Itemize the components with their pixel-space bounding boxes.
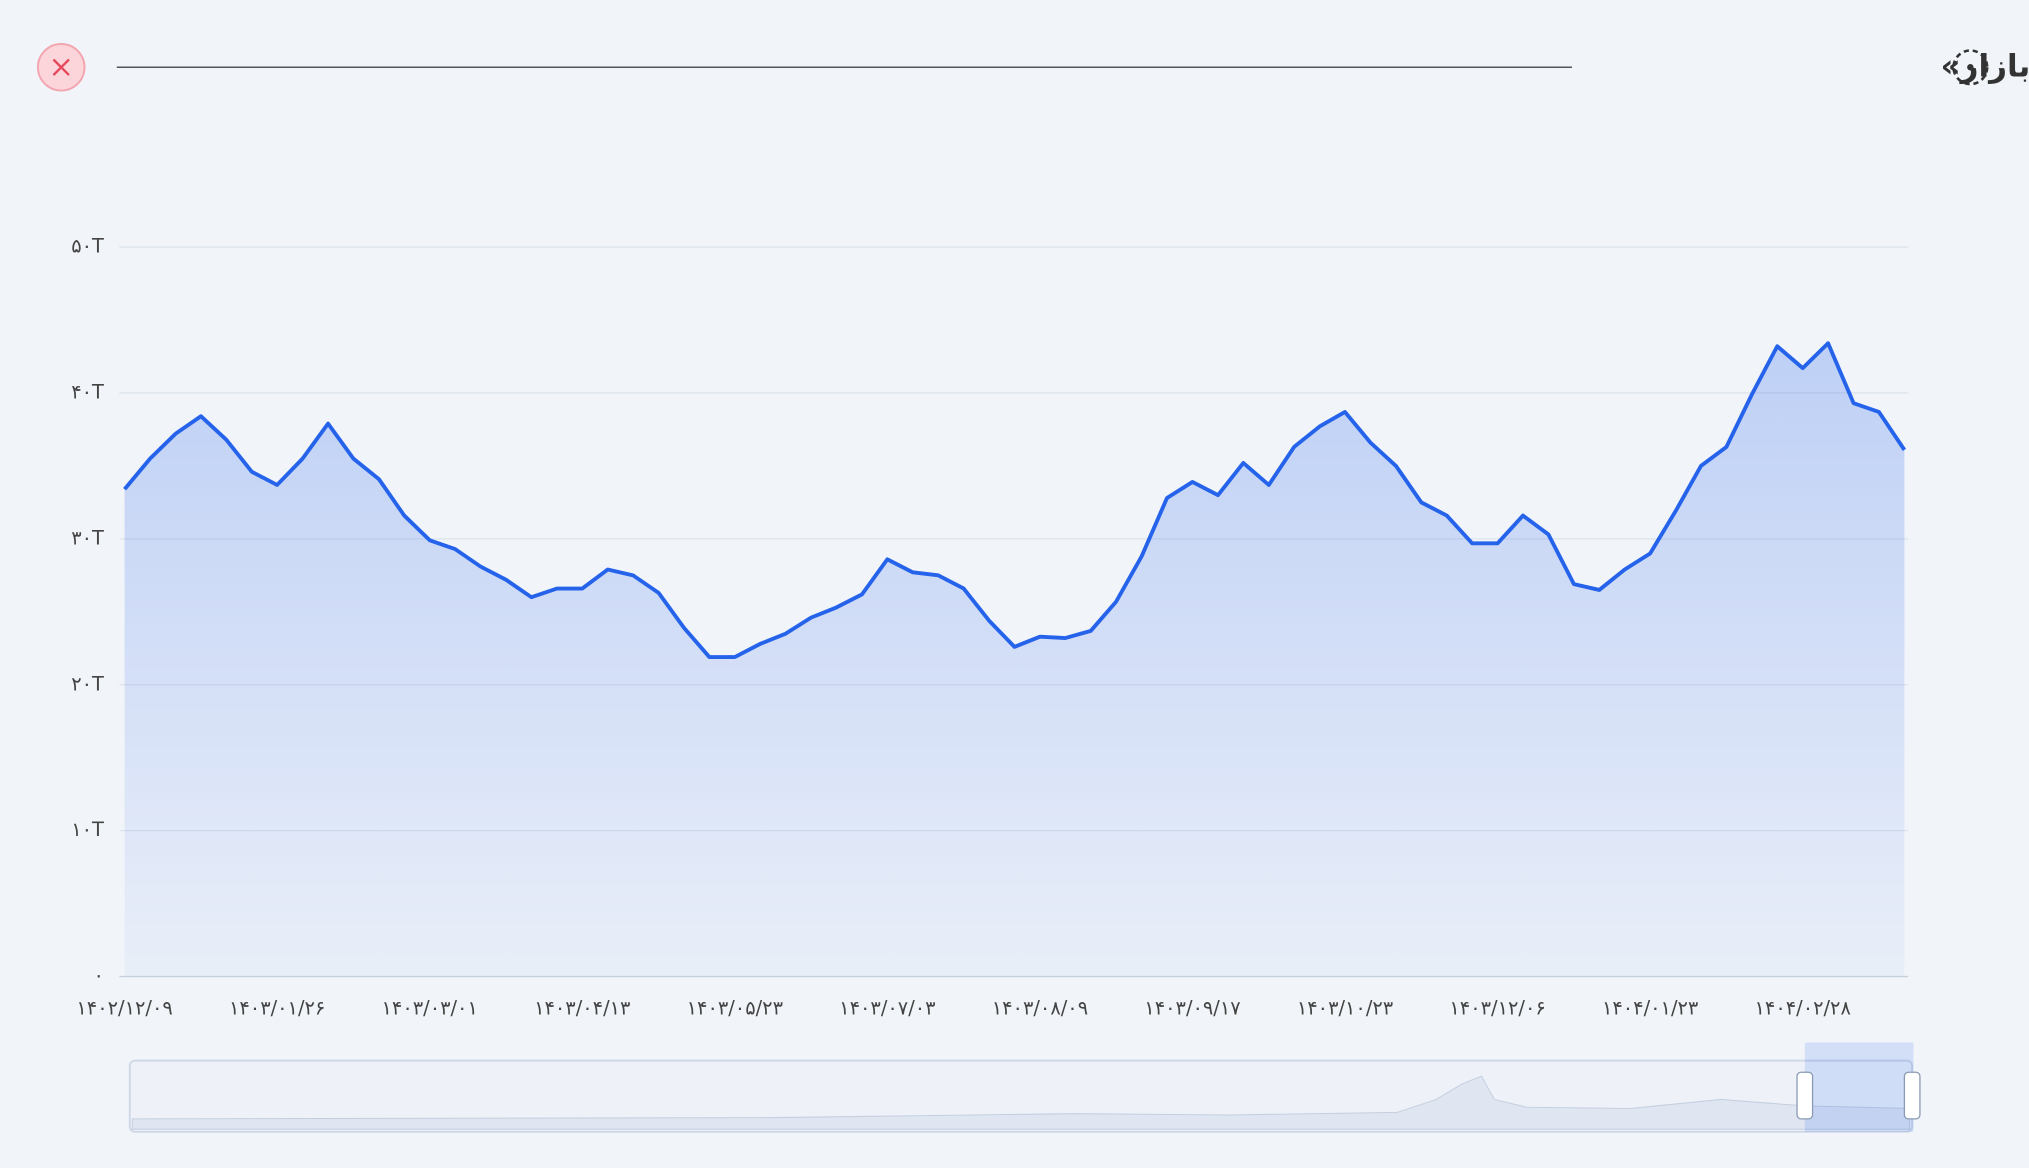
x-tick-label: ۱۴۰۳/۰۸/۰۹ — [992, 996, 1088, 1019]
x-tick-label: ۱۴۰۴/۰۲/۲۸ — [1755, 996, 1851, 1019]
close-button[interactable] — [36, 43, 86, 92]
chart-title: تاریخچه «ارزش بازار» — [1941, 48, 2029, 84]
y-tick-label: ۰ — [93, 964, 103, 987]
x-tick-label: ۱۴۰۳/۰۱/۲۶ — [229, 996, 325, 1019]
x-tick-label: ۱۴۰۴/۰۱/۲۳ — [1602, 996, 1698, 1019]
title-icon — [1952, 49, 1989, 86]
x-tick-label: ۱۴۰۳/۰۷/۰۳ — [839, 996, 935, 1019]
x-tick-label: ۱۴۰۳/۱۰/۲۳ — [1297, 996, 1393, 1019]
x-tick-label: ۱۴۰۳/۰۹/۱۷ — [1144, 996, 1240, 1019]
navigator-selection[interactable] — [1804, 1042, 1914, 1132]
navigator-handle[interactable] — [1796, 1071, 1814, 1120]
navigator-handle[interactable] — [1903, 1071, 1921, 1120]
x-tick-label: ۱۴۰۳/۰۵/۲۳ — [687, 996, 783, 1019]
x-tick-label: ۱۴۰۳/۱۲/۰۶ — [1449, 996, 1545, 1019]
navigator[interactable] — [128, 1042, 1921, 1133]
title-icon-dot — [1967, 64, 1974, 71]
y-tick-label: ۵۰T — [71, 235, 104, 258]
area-fill — [124, 343, 1905, 977]
x-tick-label: ۱۴۰۲/۱۲/۰۹ — [76, 996, 172, 1019]
x-tick-label: ۱۴۰۳/۰۳/۰۱ — [382, 996, 478, 1019]
y-tick-label: ۳۰T — [71, 526, 104, 549]
y-tick-label: ۲۰T — [71, 672, 104, 695]
line — [123, 341, 1907, 660]
plot: ۰ ۱۰T ۲۰T ۳۰T ۴۰T ۵۰T ۱۴۰۲/۱۲/۰۹ ۱۴۰۳/۰۱/۲۶ ۱۴۰۳… — [71, 235, 1909, 1019]
x-tick-label: ۱۴۰۳/۰۴/۱۳ — [534, 996, 630, 1019]
y-tick-label: ۴۰T — [71, 380, 104, 403]
close-icon[interactable] — [52, 58, 70, 76]
y-tick-label: ۱۰T — [71, 818, 104, 841]
